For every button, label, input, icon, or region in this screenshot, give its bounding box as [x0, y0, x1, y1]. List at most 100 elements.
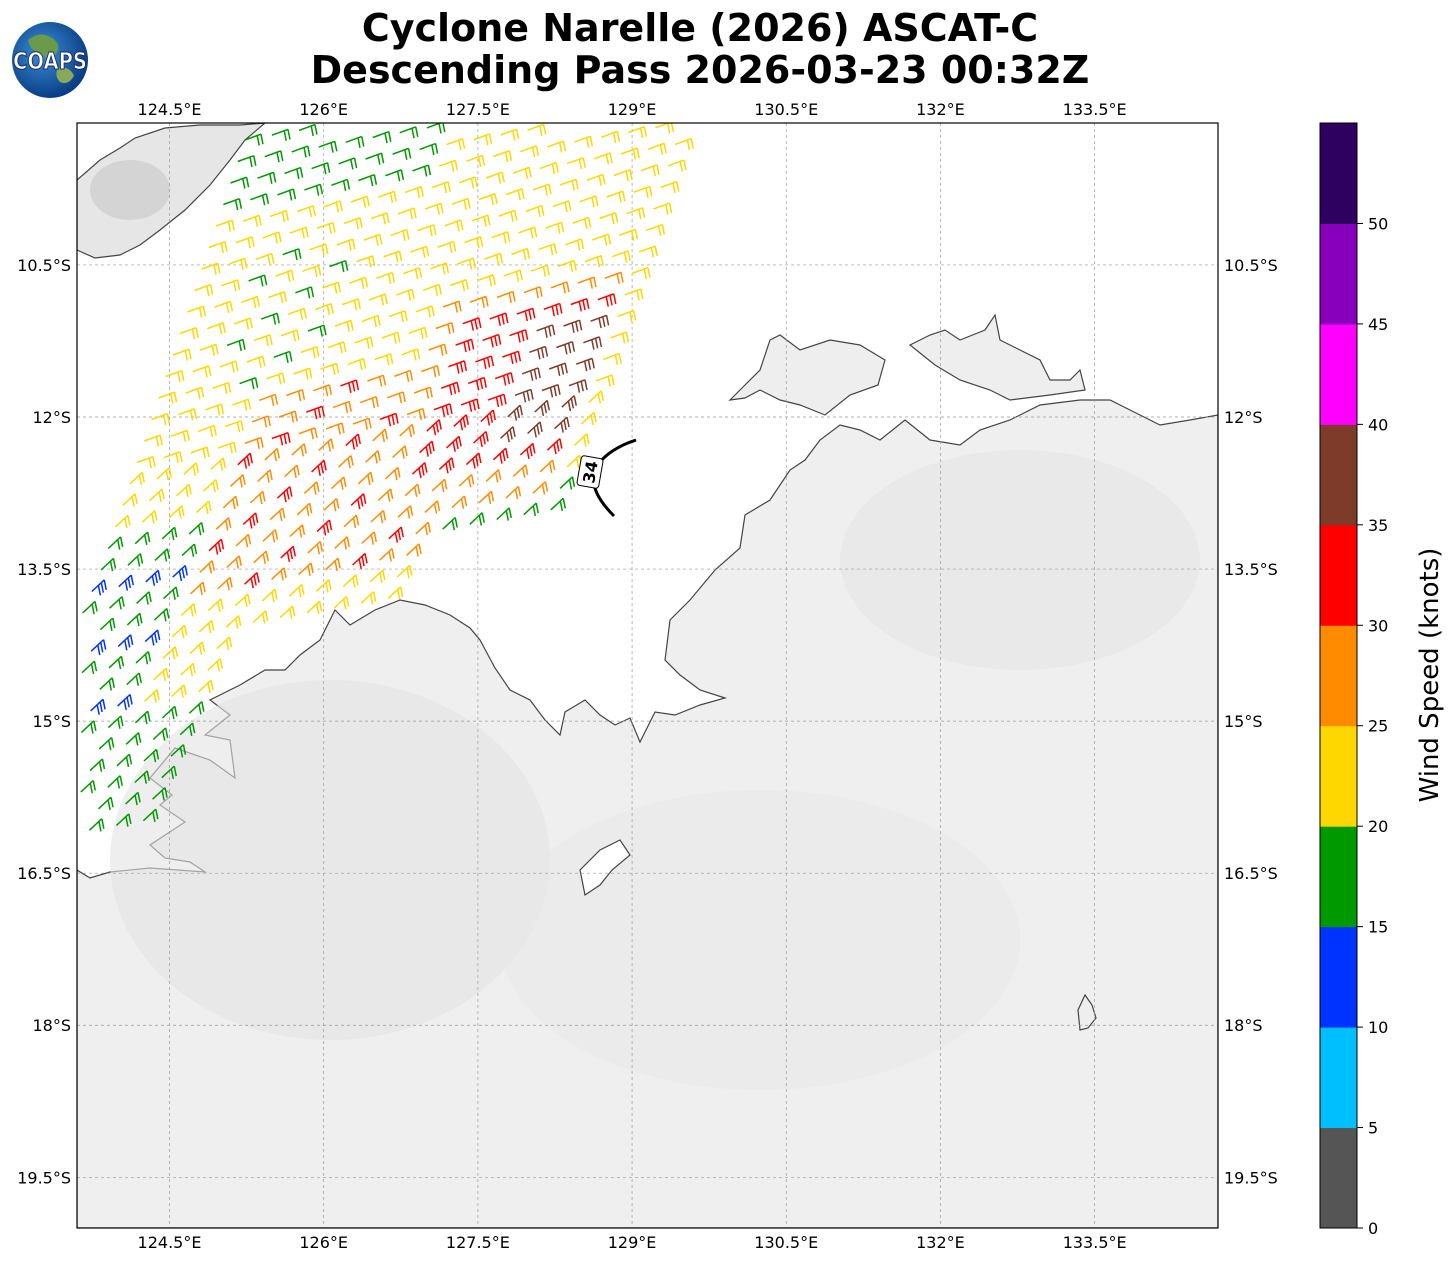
wind-barb-94: [194, 283, 214, 297]
wind-barb-270: [507, 404, 523, 421]
wind-barb-301: [357, 471, 374, 486]
wind-barb-275: [149, 488, 165, 502]
wind-barb-344: [532, 481, 549, 495]
wind-barb-83: [390, 228, 410, 242]
wind-barb-184: [158, 391, 178, 404]
wind-barb-185: [185, 386, 205, 399]
wind-barb-166: [165, 369, 185, 383]
wind-barb-138: [395, 288, 415, 301]
wind-barb-230: [413, 386, 433, 399]
wind-barb-396: [279, 605, 296, 619]
wind-barb-343: [505, 485, 522, 500]
wind-barb-356: [361, 531, 377, 545]
wind-barb-271: [534, 399, 550, 417]
wind-barb-23: [223, 197, 243, 211]
wind-barb-324: [485, 469, 502, 483]
wind-barb-428: [143, 748, 160, 763]
wind-barb-169: [246, 355, 266, 368]
wind-barb-233: [494, 372, 514, 386]
wind-barb-182: [597, 293, 617, 307]
wind-barb-4: [264, 150, 284, 163]
wind-barb-22: [527, 123, 547, 136]
wind-barb-406: [216, 636, 233, 650]
wind-barb-135: [314, 302, 334, 316]
wind-barb-359: [442, 516, 458, 531]
wind-barb-174: [381, 331, 401, 344]
colorbar: 0 5 10 15 20 25 30 35 40 45 50: [1319, 122, 1388, 1238]
lat-tick-label-left: 13.5°S: [17, 560, 71, 579]
wind-barb-9: [399, 126, 419, 139]
wind-barb-71: [559, 178, 579, 191]
wind-barb-129: [646, 223, 666, 237]
colorbar-bin-0: [1320, 1127, 1357, 1229]
colorbar-tick-label: 15: [1368, 918, 1388, 937]
wind-barb-153: [307, 324, 327, 337]
wind-barb-108: [572, 216, 592, 229]
wind-barb-365: [109, 596, 125, 610]
wind-barb-53: [566, 157, 586, 170]
wind-barb-21: [500, 128, 520, 141]
wind-barb-387: [369, 569, 386, 583]
wind-barb-279: [257, 469, 273, 483]
wind-barb-416: [198, 679, 214, 693]
colorbar-bin-3: [1320, 826, 1357, 928]
wind-barb-145: [584, 254, 604, 268]
wind-barb-373: [325, 557, 341, 572]
wind-barb-212: [421, 364, 441, 378]
wind-barb-119: [376, 271, 396, 285]
wind-barb-40: [215, 219, 235, 232]
wind-barb-103: [437, 240, 457, 253]
wind-barb-347: [118, 574, 134, 591]
wind-barb-66: [424, 202, 444, 215]
wind-barb-12: [257, 171, 277, 184]
wind-barb-237: [602, 352, 622, 366]
wind-barb-363: [550, 497, 566, 512]
wind-barb-264: [345, 433, 361, 450]
wind-barb-80: [309, 243, 329, 256]
wind-barb-171: [300, 345, 320, 359]
lat-tick-label-left: 10.5°S: [17, 256, 71, 275]
wind-barb-253: [541, 383, 561, 398]
wind-barb-58: [208, 240, 228, 254]
wind-barb-36: [574, 135, 594, 148]
wind-barb-262: [291, 443, 307, 457]
wind-barb-362: [523, 502, 539, 516]
wind-barb-43: [296, 205, 316, 218]
wind-barb-408: [126, 672, 142, 686]
wind-barb-358: [415, 521, 431, 536]
wind-barb-162: [550, 281, 570, 294]
colorbar-bin-8: [1320, 323, 1357, 425]
wind-barb-41: [242, 214, 262, 227]
wind-barb-147: [638, 245, 658, 258]
wind-barb-60: [262, 231, 282, 244]
wind-barb-85: [444, 219, 464, 232]
wind-barb-70: [532, 183, 552, 196]
wind-barb-339: [397, 505, 414, 519]
lat-tick-label-right: 15°S: [1224, 712, 1263, 731]
lon-tick-label-top: 127.5°E: [446, 100, 510, 119]
melville-island: [728, 334, 886, 416]
wind-barb-278: [230, 474, 246, 488]
wind-barb-139: [422, 283, 442, 296]
wind-barb-410: [180, 662, 196, 677]
wind-barb-56: [647, 142, 667, 155]
wind-barb-35: [547, 140, 567, 153]
wind-barb-75: [667, 159, 687, 172]
lon-tick-label-top: 133.5°E: [1063, 100, 1127, 119]
wind-barb-25: [277, 188, 297, 201]
lat-tick-label-right: 12°S: [1224, 408, 1263, 427]
wind-barb-163: [577, 276, 597, 289]
wind-barb-438: [115, 813, 132, 827]
wind-barb-287: [473, 430, 489, 448]
wind-barb-412: [90, 698, 106, 715]
wind-barb-100: [356, 255, 376, 268]
wind-barb-140: [449, 278, 469, 292]
wind-barb-154: [334, 319, 354, 332]
wind-barb-3: [237, 154, 257, 168]
wind-barb-198: [536, 324, 556, 338]
wind-barb-116: [295, 286, 315, 299]
wind-barb-158: [442, 300, 462, 313]
wind-barb-209: [340, 379, 360, 393]
wind-barb-313: [188, 521, 205, 536]
wind-barb-256: [129, 471, 145, 486]
